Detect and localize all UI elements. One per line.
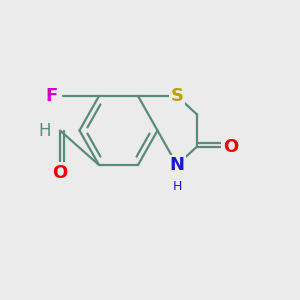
Text: F: F [46,87,58,105]
Text: S: S [170,87,184,105]
Text: H: H [172,179,182,193]
Text: O: O [52,164,68,181]
Text: O: O [223,138,238,156]
Text: H: H [38,122,51,140]
Text: N: N [169,156,184,174]
